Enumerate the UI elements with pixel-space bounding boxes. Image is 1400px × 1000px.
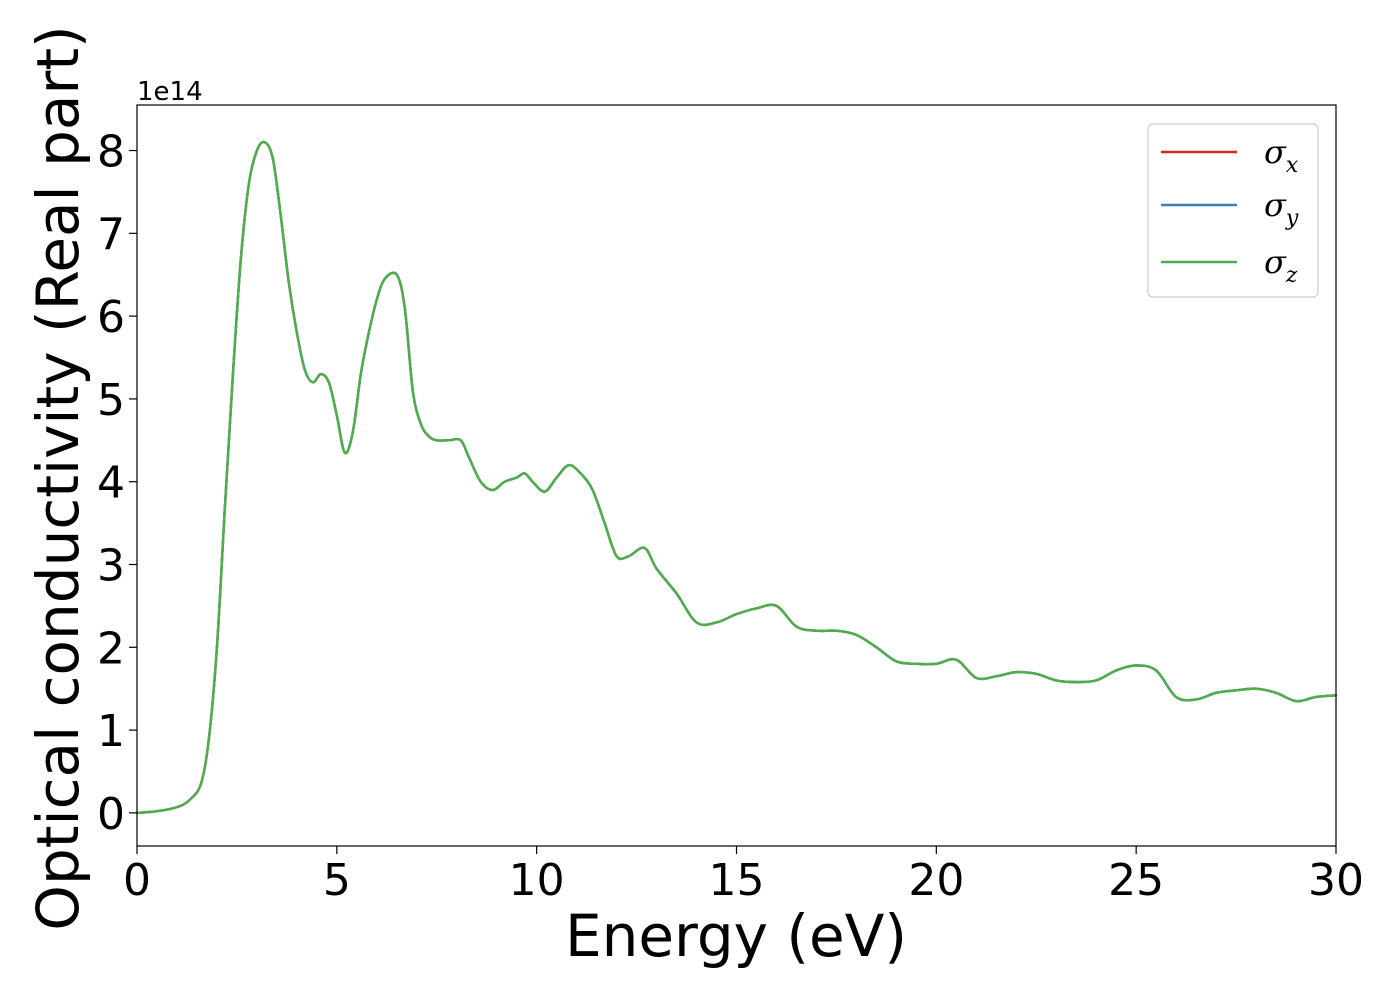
y-axis-label: Optical conductivity (Real part) (24, 25, 92, 930)
y-tick-label: 7 (97, 209, 125, 260)
x-axis-label: Energy (eV) (565, 902, 907, 970)
legend-label-subscript: z (1285, 263, 1298, 288)
legend-box (1147, 123, 1319, 298)
y-tick-label: 8 (97, 127, 125, 178)
legend-label-subscript: y (1285, 206, 1299, 231)
y-tick-label: 1 (97, 706, 125, 757)
y-tick-label: 3 (97, 541, 125, 592)
x-tick-label: 15 (709, 855, 765, 906)
y-offset-label: 1e14 (137, 77, 203, 107)
x-tick-label: 30 (1308, 855, 1364, 906)
legend-label-z: σz (1264, 243, 1298, 288)
x-tick-label: 25 (1108, 855, 1164, 906)
x-tick-label: 0 (123, 855, 151, 906)
x-tick-label: 5 (323, 855, 351, 906)
series-line-z (135, 140, 1338, 815)
y-tick-label: 2 (97, 623, 125, 674)
y-tick-label: 0 (97, 789, 125, 840)
legend-label-base: σ (1264, 133, 1287, 171)
series-layer (135, 140, 1338, 815)
x-axis: 0 5 10 15 20 25 30 (123, 846, 1364, 906)
y-tick-label: 6 (97, 292, 125, 343)
y-tick-label: 4 (97, 458, 125, 509)
x-tick-label: 20 (908, 855, 964, 906)
legend-label-subscript: x (1286, 153, 1299, 178)
y-axis: 0 1 2 3 4 5 6 7 8 (97, 127, 137, 840)
legend-label-base: σ (1264, 243, 1287, 281)
legend-label-y: σy (1264, 186, 1299, 231)
y-tick-label: 5 (97, 375, 125, 426)
legend-label-base: σ (1264, 186, 1287, 224)
legend-label-x: σx (1264, 133, 1299, 178)
x-tick-label: 10 (509, 855, 565, 906)
